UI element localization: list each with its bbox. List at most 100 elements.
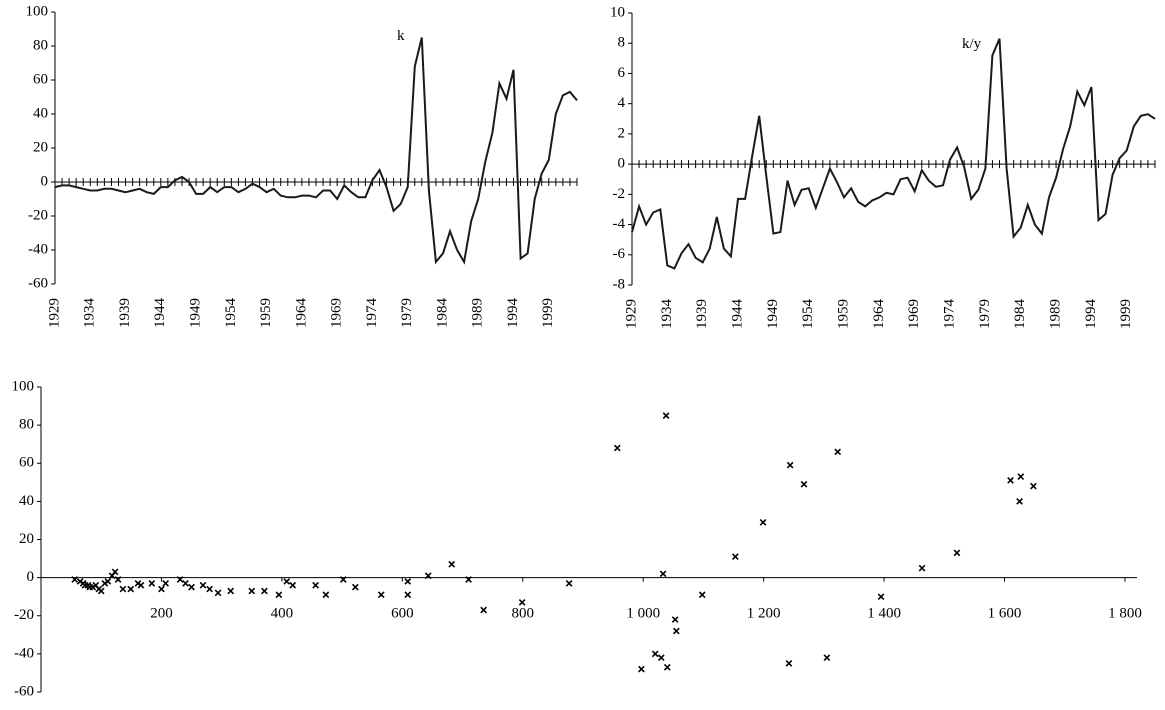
scatter-point <box>227 587 235 595</box>
data-line <box>54 37 578 265</box>
x-tick-label: 1939 <box>694 299 710 329</box>
x-tick-label: 1989 <box>1047 299 1063 329</box>
x-tick-label: 1 000 <box>626 606 660 622</box>
scatter-point <box>162 579 170 587</box>
scatter-point <box>918 564 926 572</box>
y-tick-label: 0 <box>618 156 626 172</box>
x-tick-label: 1974 <box>941 299 957 330</box>
scatter-point <box>71 576 79 583</box>
y-tick-label: 8 <box>618 35 626 51</box>
x-tick-label: 1 600 <box>988 606 1022 622</box>
scatter-point <box>448 560 456 568</box>
x-tick-label: 1 200 <box>747 606 781 622</box>
x-tick-label: 1954 <box>800 299 816 330</box>
scatter-point <box>1030 482 1037 490</box>
x-tick-label: 1944 <box>729 299 745 330</box>
scatter-point <box>289 581 297 589</box>
annotation: k <box>397 28 405 44</box>
data-line <box>631 38 1156 270</box>
scatter-point <box>953 549 961 557</box>
y-tick-label: 60 <box>33 71 48 87</box>
y-tick-label: 80 <box>19 417 34 433</box>
scatter-point <box>785 660 793 667</box>
scatter-point <box>176 576 184 583</box>
scatter-point <box>672 627 680 635</box>
x-tick-label: 1949 <box>765 299 781 329</box>
x-tick-label: 1979 <box>977 299 993 329</box>
y-tick-label: 40 <box>19 493 34 509</box>
scatter-point <box>182 579 189 587</box>
x-tick-label: 400 <box>271 606 294 622</box>
y-tick-label: 0 <box>41 173 49 189</box>
scatter-point <box>158 585 165 593</box>
scatter-point <box>671 616 679 623</box>
y-tick-label: -60 <box>28 275 48 291</box>
x-tick-label: 1954 <box>223 298 239 329</box>
y-tick-label: 10 <box>610 4 625 20</box>
x-tick-label: 1989 <box>470 298 486 328</box>
scatter-point <box>465 576 472 583</box>
x-tick-label: 1949 <box>188 298 204 328</box>
y-tick-label: -60 <box>14 683 34 699</box>
y-tick-label: -2 <box>613 186 626 202</box>
x-tick-label: 800 <box>512 606 535 622</box>
scatter-point <box>800 480 808 488</box>
scatter-point <box>786 461 794 469</box>
y-tick-label: 100 <box>12 378 35 394</box>
scatter-point <box>97 587 105 595</box>
scatter-point <box>638 665 645 673</box>
scatter-point <box>1016 498 1023 505</box>
scatter-point <box>565 579 573 587</box>
x-tick-label: 1944 <box>152 298 168 329</box>
scatter-point <box>662 412 670 419</box>
scatter-point <box>404 578 412 585</box>
scatter-point <box>834 448 842 456</box>
scatter-point <box>877 593 885 601</box>
x-tick-label: 1 800 <box>1108 606 1142 622</box>
y-tick-label: 60 <box>19 455 34 471</box>
scatter-point <box>104 578 112 585</box>
x-tick-label: 1929 <box>623 299 639 329</box>
scatter-point <box>731 553 739 561</box>
x-tick-label: 1984 <box>434 298 450 329</box>
scatter-point <box>322 591 330 599</box>
x-tick-label: 1934 <box>659 299 675 330</box>
y-tick-label: 0 <box>27 569 35 585</box>
scatter-point <box>663 663 671 671</box>
scatter-point <box>148 579 156 587</box>
x-tick-label: 1959 <box>835 299 851 329</box>
y-tick-label: 80 <box>33 37 48 53</box>
scatter-point <box>248 587 256 595</box>
x-tick-label: 1999 <box>540 298 556 328</box>
scatter-point <box>127 585 135 593</box>
y-tick-label: 20 <box>19 531 34 547</box>
x-tick-label: 1964 <box>871 299 887 330</box>
x-tick-label: 1974 <box>364 298 380 329</box>
y-tick-label: -40 <box>14 645 34 661</box>
scatter-point <box>613 444 621 452</box>
y-tick-label: 4 <box>618 95 626 111</box>
x-tick-label: 1929 <box>46 298 62 328</box>
scatter-point <box>261 587 268 595</box>
scatter-point <box>377 591 385 599</box>
scatter-point <box>823 654 831 662</box>
scatter-point <box>518 599 526 606</box>
scatter-point <box>404 591 412 599</box>
scatter-point <box>119 585 127 593</box>
scatter-point <box>424 572 432 580</box>
y-tick-label: 20 <box>33 139 48 155</box>
y-tick-label: -20 <box>28 207 48 223</box>
scatter-point <box>137 581 145 589</box>
scatter-point <box>1007 477 1014 484</box>
scatter-point <box>114 576 122 583</box>
y-tick-label: -40 <box>28 241 48 257</box>
scatter-point <box>657 654 665 662</box>
x-tick-label: 1969 <box>906 299 922 329</box>
scatter-point <box>351 583 359 591</box>
scatter-point <box>199 581 207 589</box>
scatter-point <box>312 581 319 589</box>
y-tick-label: -6 <box>613 246 626 262</box>
scatter-point <box>111 568 119 576</box>
scatter-point <box>651 650 659 658</box>
x-tick-label: 1939 <box>117 298 133 328</box>
